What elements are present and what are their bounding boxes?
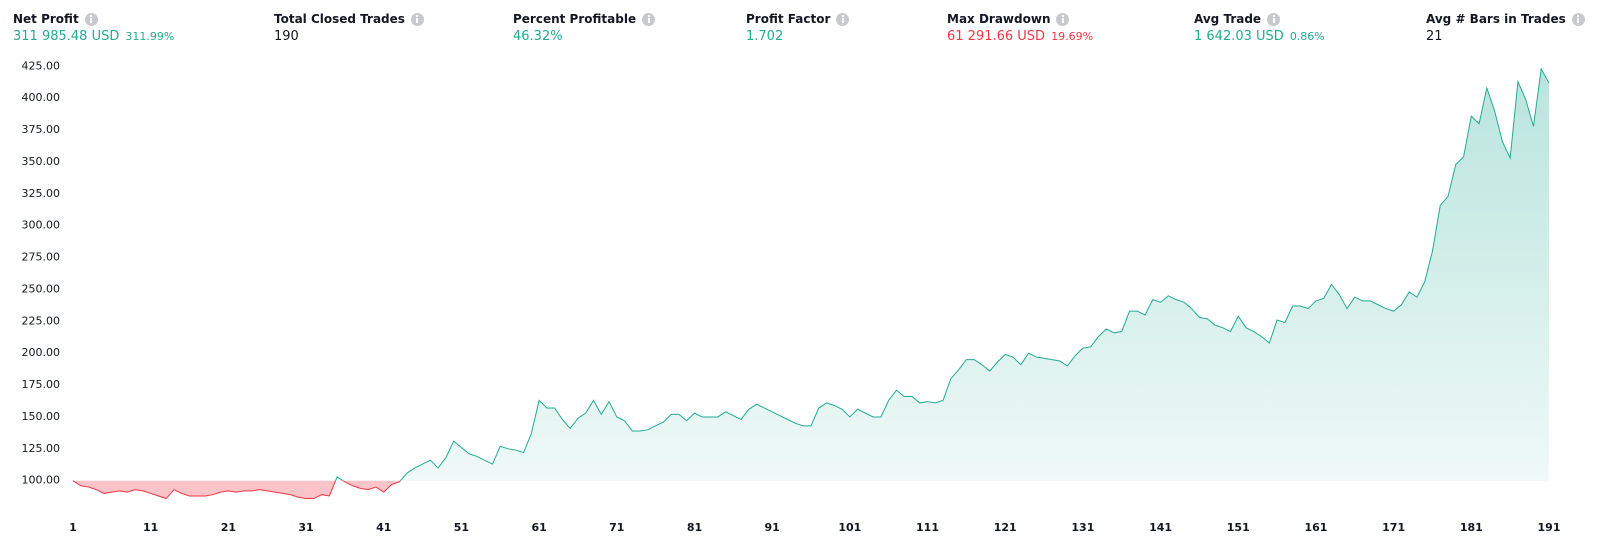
y-tick-label: 100.00 xyxy=(22,474,61,487)
stat-label: Avg Trade xyxy=(1194,12,1262,26)
stat-label-row: Percent Profitable xyxy=(513,10,656,28)
y-tick-label: 400.00 xyxy=(22,91,61,104)
stat-label: Avg # Bars in Trades xyxy=(1426,12,1566,26)
equity-line xyxy=(73,67,1550,481)
y-tick-label: 200.00 xyxy=(22,346,61,359)
stat-value: 46.32% xyxy=(513,29,563,44)
y-tick-label: 125.00 xyxy=(22,442,61,455)
stat-label: Max Drawdown xyxy=(947,12,1051,26)
y-tick-label: 175.00 xyxy=(22,378,61,391)
y-tick-label: 225.00 xyxy=(22,314,61,327)
stats-bar: Net Profit 311 985.48 USD 311.99% Total Clo… xyxy=(0,0,1617,52)
x-tick-label: 171 xyxy=(1382,521,1405,534)
x-tick-label: 11 xyxy=(143,521,158,534)
stat-percent: 19.69% xyxy=(1051,30,1094,43)
stat: Total Closed Trades 190 xyxy=(274,10,424,44)
stat-value-row: 21 xyxy=(1426,29,1585,44)
stat-value-row: 1 642.03 USD 0.86% xyxy=(1194,29,1325,44)
x-tick-label: 161 xyxy=(1304,521,1327,534)
stat-label: Profit Factor xyxy=(746,12,831,26)
stat-value: 1.702 xyxy=(746,29,784,44)
y-tick-label: 150.00 xyxy=(22,410,61,423)
stat-value: 311 985.48 USD xyxy=(13,29,120,44)
x-tick-label: 181 xyxy=(1460,521,1483,534)
x-tick-label: 141 xyxy=(1149,521,1172,534)
y-tick-label: 375.00 xyxy=(22,123,61,136)
stat: Profit Factor 1.702 xyxy=(746,10,850,44)
stat-value-row: 190 xyxy=(274,29,424,44)
stat-value-row: 61 291.66 USD 19.69% xyxy=(947,29,1093,44)
stat: Percent Profitable 46.32% xyxy=(513,10,656,44)
stat: Avg # Bars in Trades 21 xyxy=(1426,10,1585,44)
info-icon[interactable] xyxy=(1571,12,1585,26)
stat-value-row: 1.702 xyxy=(746,29,849,44)
stat: Net Profit 311 985.48 USD 311.99% xyxy=(13,10,174,44)
stat-value: 1 642.03 USD xyxy=(1194,29,1284,44)
x-tick-label: 51 xyxy=(454,521,469,534)
stat-percent: 0.86% xyxy=(1289,30,1325,43)
stat: Max Drawdown 61 291.66 USD 19.69% xyxy=(947,10,1093,44)
x-tick-label: 121 xyxy=(994,521,1017,534)
x-tick-label: 191 xyxy=(1538,521,1561,534)
info-icon[interactable] xyxy=(1056,12,1070,26)
x-tick-label: 61 xyxy=(531,521,546,534)
x-tick-label: 81 xyxy=(687,521,702,534)
y-tick-label: 325.00 xyxy=(22,187,61,200)
x-tick-label: 131 xyxy=(1071,521,1094,534)
stat-label-row: Net Profit xyxy=(13,10,174,28)
stat-label-row: Avg # Bars in Trades xyxy=(1426,10,1585,28)
stat-value-row: 311 985.48 USD 311.99% xyxy=(13,29,174,44)
y-tick-label: 350.00 xyxy=(22,155,61,168)
stat-label-row: Avg Trade xyxy=(1194,10,1325,28)
info-icon[interactable] xyxy=(1267,12,1281,26)
stat-label-row: Max Drawdown xyxy=(947,10,1093,28)
stat-label: Percent Profitable xyxy=(513,12,637,26)
stat: Avg Trade 1 642.03 USD 0.86% xyxy=(1194,10,1325,44)
x-tick-label: 101 xyxy=(838,521,861,534)
stat-value-row: 46.32% xyxy=(513,29,655,44)
stat-percent: 311.99% xyxy=(125,30,175,43)
stat-label: Total Closed Trades xyxy=(274,12,405,26)
info-icon[interactable] xyxy=(84,12,98,26)
stat-label-row: Profit Factor xyxy=(746,10,850,28)
x-tick-label: 71 xyxy=(609,521,624,534)
info-icon[interactable] xyxy=(836,12,850,26)
stat-label: Net Profit xyxy=(13,12,79,26)
stat-value: 190 xyxy=(274,29,299,44)
y-tick-label: 425.00 xyxy=(22,59,61,72)
info-icon[interactable] xyxy=(410,12,424,26)
x-tick-label: 21 xyxy=(221,521,236,534)
stat-value: 21 xyxy=(1426,29,1443,44)
x-tick-label: 91 xyxy=(765,521,780,534)
y-tick-label: 300.00 xyxy=(22,219,61,232)
y-tick-label: 275.00 xyxy=(22,251,61,264)
x-tick-label: 111 xyxy=(916,521,939,534)
x-tick-label: 31 xyxy=(298,521,313,534)
x-tick-label: 1 xyxy=(69,521,77,534)
info-icon[interactable] xyxy=(642,12,656,26)
x-tick-label: 151 xyxy=(1227,521,1250,534)
stat-label-row: Total Closed Trades xyxy=(274,10,424,28)
equity-area xyxy=(73,480,1549,499)
x-tick-label: 41 xyxy=(376,521,391,534)
stat-value: 61 291.66 USD xyxy=(947,29,1046,44)
y-tick-label: 250.00 xyxy=(22,282,61,295)
equity-area xyxy=(335,68,1549,481)
equity-line xyxy=(72,480,402,500)
